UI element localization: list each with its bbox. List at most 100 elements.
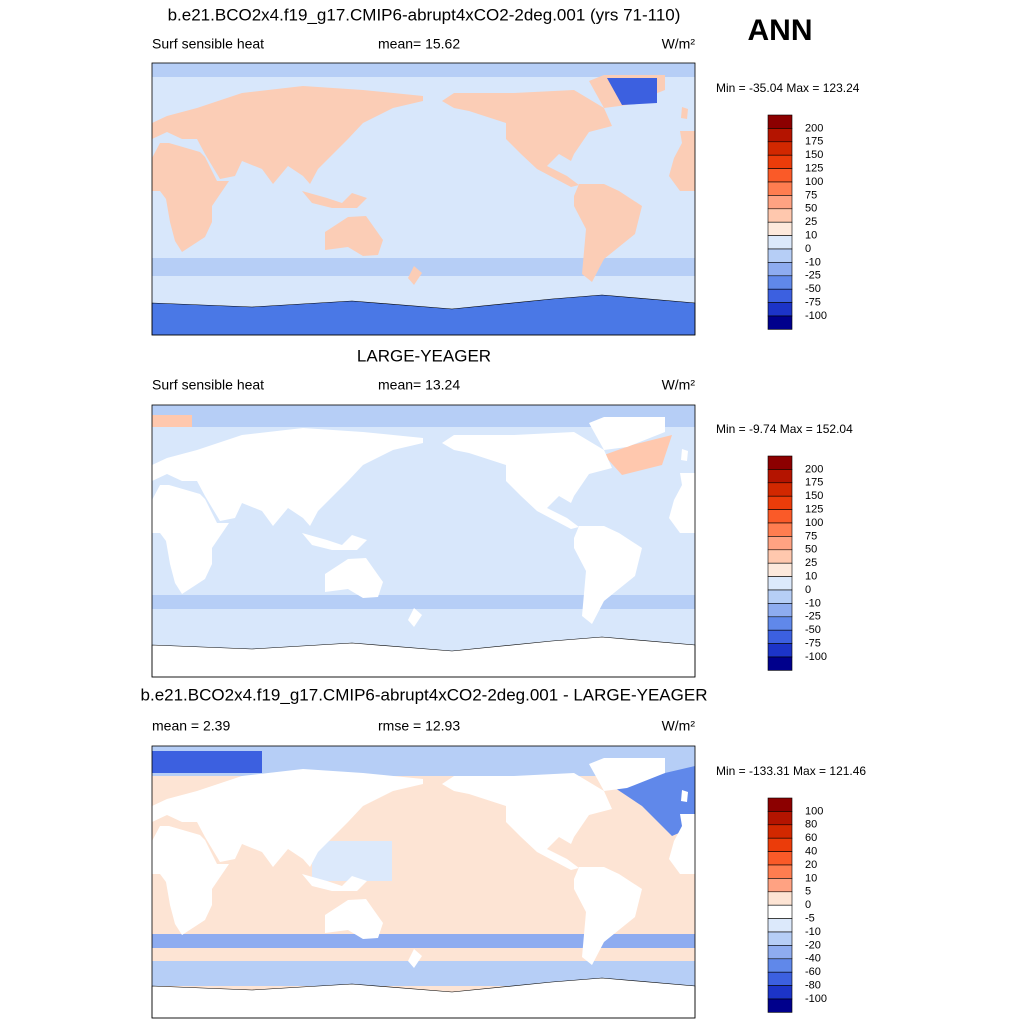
- colorbar-label: 50: [805, 544, 817, 556]
- colorbar-box: [767, 851, 793, 866]
- colorbar-label: 100: [805, 176, 823, 188]
- field-label: Surf sensible heat: [152, 36, 264, 52]
- colorbar-label: -60: [805, 966, 821, 978]
- map-2: [151, 404, 696, 678]
- colorbar-label: 80: [805, 819, 817, 831]
- colorbar-box: [767, 904, 793, 919]
- colorbar-label: 150: [805, 149, 823, 161]
- colorbar-label: 0: [805, 899, 811, 911]
- colorbar-box: [767, 509, 793, 524]
- colorbar-box: [767, 864, 793, 879]
- colorbar-box: [767, 536, 793, 551]
- colorbar-box: [767, 629, 793, 644]
- colorbar-label: 200: [805, 463, 823, 475]
- colorbar-label: 60: [805, 832, 817, 844]
- colorbar-label: 175: [805, 136, 823, 148]
- colorbar-box: [767, 221, 793, 236]
- colorbar-label: 0: [805, 584, 811, 596]
- colorbar-label: -75: [805, 297, 821, 309]
- colorbar-label: -5: [805, 913, 815, 925]
- units: W/m²: [662, 377, 696, 393]
- min-max: Min = -35.04 Max = 123.24: [716, 81, 860, 95]
- colorbar-box: [767, 589, 793, 604]
- statistic: rmse = 12.93: [378, 718, 460, 734]
- colorbar-box: [767, 275, 793, 290]
- colorbar-box: [767, 837, 793, 852]
- map-3: [151, 745, 696, 1019]
- colorbar-box: [767, 181, 793, 196]
- colorbar-label: -25: [805, 611, 821, 623]
- colorbar-label: 100: [805, 517, 823, 529]
- colorbar-label: -75: [805, 638, 821, 650]
- colorbar-box: [767, 522, 793, 537]
- colorbar-label: -10: [805, 597, 821, 609]
- colorbar-box: [767, 469, 793, 484]
- colorbar-box: [767, 248, 793, 263]
- colorbar-box: [767, 455, 793, 470]
- colorbar-label: 100: [805, 805, 823, 817]
- colorbar-label: -100: [805, 310, 827, 322]
- colorbar-label: 25: [805, 216, 817, 228]
- panel-title: b.e21.BCO2x4.f19_g17.CMIP6-abrupt4xCO2-2…: [141, 685, 708, 704]
- colorbar-label: -10: [805, 926, 821, 938]
- colorbar-box: [767, 141, 793, 156]
- colorbar-box: [767, 154, 793, 169]
- colorbar-label: 125: [805, 163, 823, 175]
- colorbar-box: [767, 288, 793, 303]
- min-max: Min = -9.74 Max = 152.04: [716, 422, 853, 436]
- colorbar-label: -100: [805, 993, 827, 1005]
- colorbar-box: [767, 114, 793, 129]
- colorbar-box: [767, 195, 793, 210]
- colorbar-label: 200: [805, 122, 823, 134]
- colorbar-label: -100: [805, 651, 827, 663]
- min-max: Min = -133.31 Max = 121.46: [716, 764, 866, 778]
- colorbar-label: 25: [805, 557, 817, 569]
- colorbar-label: 50: [805, 203, 817, 215]
- colorbar-label: 40: [805, 846, 817, 858]
- colorbar-label: 5: [805, 886, 811, 898]
- colorbar-label: 125: [805, 504, 823, 516]
- panel-title: LARGE-YEAGER: [357, 346, 491, 365]
- units: W/m²: [662, 718, 696, 734]
- colorbar-label: -40: [805, 953, 821, 965]
- colorbar-box: [767, 576, 793, 591]
- colorbar-box: [767, 315, 793, 330]
- colorbar-box: [767, 208, 793, 223]
- colorbar-box: [767, 302, 793, 317]
- colorbar-box: [767, 128, 793, 143]
- statistic: mean= 15.62: [378, 36, 460, 52]
- colorbar-box: [767, 643, 793, 658]
- season-label: ANN: [748, 14, 813, 47]
- colorbar-box: [767, 945, 793, 960]
- map-1: [151, 62, 696, 336]
- colorbar-box: [767, 168, 793, 183]
- colorbar-label: 175: [805, 477, 823, 489]
- colorbar-label: 0: [805, 243, 811, 255]
- colorbar-label: -10: [805, 256, 821, 268]
- statistic: mean= 13.24: [378, 377, 460, 393]
- colorbar-label: -20: [805, 939, 821, 951]
- colorbar-box: [767, 824, 793, 839]
- field-label: mean = 2.39: [152, 718, 230, 734]
- colorbar-box: [767, 603, 793, 618]
- field-label: Surf sensible heat: [152, 377, 264, 393]
- colorbar-box: [767, 495, 793, 510]
- colorbar-box: [767, 985, 793, 1000]
- colorbar-box: [767, 891, 793, 906]
- colorbar-box: [767, 797, 793, 812]
- colorbar-label: 150: [805, 490, 823, 502]
- colorbar-box: [767, 656, 793, 671]
- colorbar-box: [767, 562, 793, 577]
- colorbar-box: [767, 931, 793, 946]
- colorbar-box: [767, 878, 793, 893]
- colorbar-label: 75: [805, 189, 817, 201]
- colorbar-label: 20: [805, 859, 817, 871]
- colorbar-label: 10: [805, 872, 817, 884]
- colorbar-label: -50: [805, 624, 821, 636]
- colorbar-label: 75: [805, 530, 817, 542]
- colorbar-label: 10: [805, 571, 817, 583]
- colorbar-box: [767, 235, 793, 250]
- colorbar-label: -25: [805, 270, 821, 282]
- units: W/m²: [662, 36, 696, 52]
